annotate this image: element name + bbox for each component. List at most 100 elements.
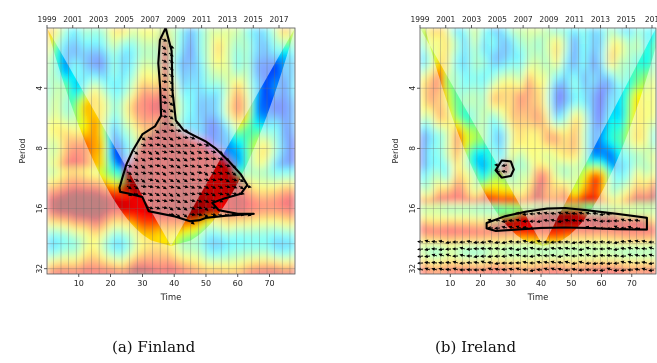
phase-arrow xyxy=(231,171,237,176)
phase-arrow xyxy=(578,260,585,265)
x-axis: 10 20 30 40 50 60 70 Time xyxy=(445,274,637,303)
phase-arrow xyxy=(126,178,133,182)
y-axis: 4 8 16 32 Period xyxy=(18,86,47,274)
x-tick-label: 60 xyxy=(596,279,606,288)
phase-arrow xyxy=(613,240,620,245)
phase-arrow xyxy=(501,240,508,245)
phase-arrow xyxy=(494,246,501,251)
phase-arrow xyxy=(140,157,146,162)
phase-arrow xyxy=(641,246,648,251)
x-tick-label: 20 xyxy=(475,279,485,288)
phase-arrow xyxy=(189,157,196,161)
phase-arrow xyxy=(641,260,648,265)
phase-arrow xyxy=(494,261,501,266)
phase-arrow xyxy=(161,185,167,190)
phase-arrow xyxy=(203,199,210,203)
phase-arrow xyxy=(508,246,515,251)
phase-arrow xyxy=(550,211,557,216)
phase-arrow xyxy=(641,253,648,258)
phase-arrow xyxy=(161,164,167,169)
phase-arrow xyxy=(189,185,196,189)
phase-arrow xyxy=(431,267,438,272)
phase-arrow xyxy=(196,191,203,196)
phase-arrow xyxy=(168,185,175,189)
phase-arrow xyxy=(606,253,613,258)
year-tick-label: 2009 xyxy=(166,15,185,24)
year-tick-label: 2013 xyxy=(591,15,610,24)
phase-arrow xyxy=(564,218,571,223)
phase-arrow xyxy=(196,212,203,217)
phase-arrow xyxy=(133,150,139,155)
phase-arrow xyxy=(634,239,641,244)
phase-arrow xyxy=(473,240,480,245)
phase-arrow xyxy=(175,213,181,218)
phase-arrow xyxy=(189,198,196,203)
phase-arrow xyxy=(175,171,182,175)
phase-arrow xyxy=(494,267,501,272)
x-tick-label: 60 xyxy=(233,279,243,288)
phase-arrow xyxy=(571,240,578,245)
phase-arrow xyxy=(210,185,217,189)
phase-arrow xyxy=(592,261,599,266)
phase-arrow xyxy=(161,205,168,210)
phase-arrow xyxy=(224,178,230,183)
phase-arrow xyxy=(210,212,217,217)
phase-arrow xyxy=(161,156,168,161)
phase-arrow xyxy=(550,267,557,271)
phase-arrow xyxy=(578,211,585,216)
phase-arrow xyxy=(627,253,634,257)
phase-arrow xyxy=(515,218,522,223)
x-tick-label: 70 xyxy=(627,279,637,288)
phase-arrow xyxy=(175,128,182,133)
phase-arrow xyxy=(168,122,175,127)
phase-arrow xyxy=(161,59,168,63)
phase-arrow xyxy=(175,136,182,140)
phase-arrow xyxy=(508,239,515,244)
phase-arrow xyxy=(224,192,231,196)
phase-arrow xyxy=(557,260,564,265)
year-tick-label: 2005 xyxy=(115,15,134,24)
x-tick-label: 10 xyxy=(445,279,455,288)
year-tick-label: 2007 xyxy=(141,15,160,24)
phase-arrow xyxy=(140,191,147,196)
phase-arrow xyxy=(529,268,536,273)
x-tick-label: 30 xyxy=(137,279,147,288)
phase-arrow xyxy=(203,178,210,182)
phase-arrow xyxy=(459,246,466,251)
phase-arrow xyxy=(168,115,174,120)
phase-arrow xyxy=(161,136,167,141)
phase-arrow xyxy=(445,253,452,257)
grid xyxy=(420,28,656,274)
phase-arrow xyxy=(529,246,536,251)
panel-finland: 10 20 30 40 50 60 70 Time 1999 2001 2003 2005 2007 20… xyxy=(18,15,296,303)
phase-arrow xyxy=(627,246,634,251)
phase-arrow xyxy=(571,267,578,272)
phase-arrow xyxy=(550,218,557,223)
phase-arrow xyxy=(494,240,501,245)
phase-arrow xyxy=(161,150,168,154)
phase-arrow xyxy=(599,212,606,217)
phase-arrow xyxy=(203,163,210,168)
year-tick-label: 2011 xyxy=(565,15,584,24)
phase-arrow xyxy=(217,157,224,161)
phase-arrow xyxy=(634,218,641,223)
phase-arrow xyxy=(175,150,182,154)
panel-ireland: 10 20 30 40 50 60 70 Time 1999 2001 2003 2005 2007 20… xyxy=(391,15,657,303)
phase-arrow xyxy=(210,150,217,154)
phase-arrow xyxy=(438,247,445,252)
phase-arrow xyxy=(217,192,224,196)
phase-arrow xyxy=(189,136,196,140)
phase-arrow xyxy=(613,268,620,273)
phase-arrow xyxy=(168,192,174,197)
phase-arrow xyxy=(154,129,160,134)
phase-arrow xyxy=(620,218,627,222)
phase-arrow xyxy=(480,246,487,251)
significance-contour xyxy=(494,159,515,179)
phase-arrow xyxy=(196,185,203,189)
phase-arrow xyxy=(126,171,133,175)
phase-arrow xyxy=(147,164,154,168)
phase-arrow xyxy=(487,246,494,251)
phase-arrow xyxy=(168,136,174,141)
phase-arrow xyxy=(196,199,203,203)
phase-arrow xyxy=(182,199,189,204)
